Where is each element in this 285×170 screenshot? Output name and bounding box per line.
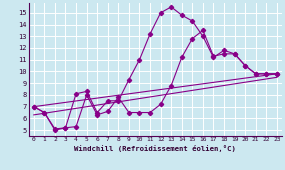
- X-axis label: Windchill (Refroidissement éolien,°C): Windchill (Refroidissement éolien,°C): [74, 145, 236, 152]
